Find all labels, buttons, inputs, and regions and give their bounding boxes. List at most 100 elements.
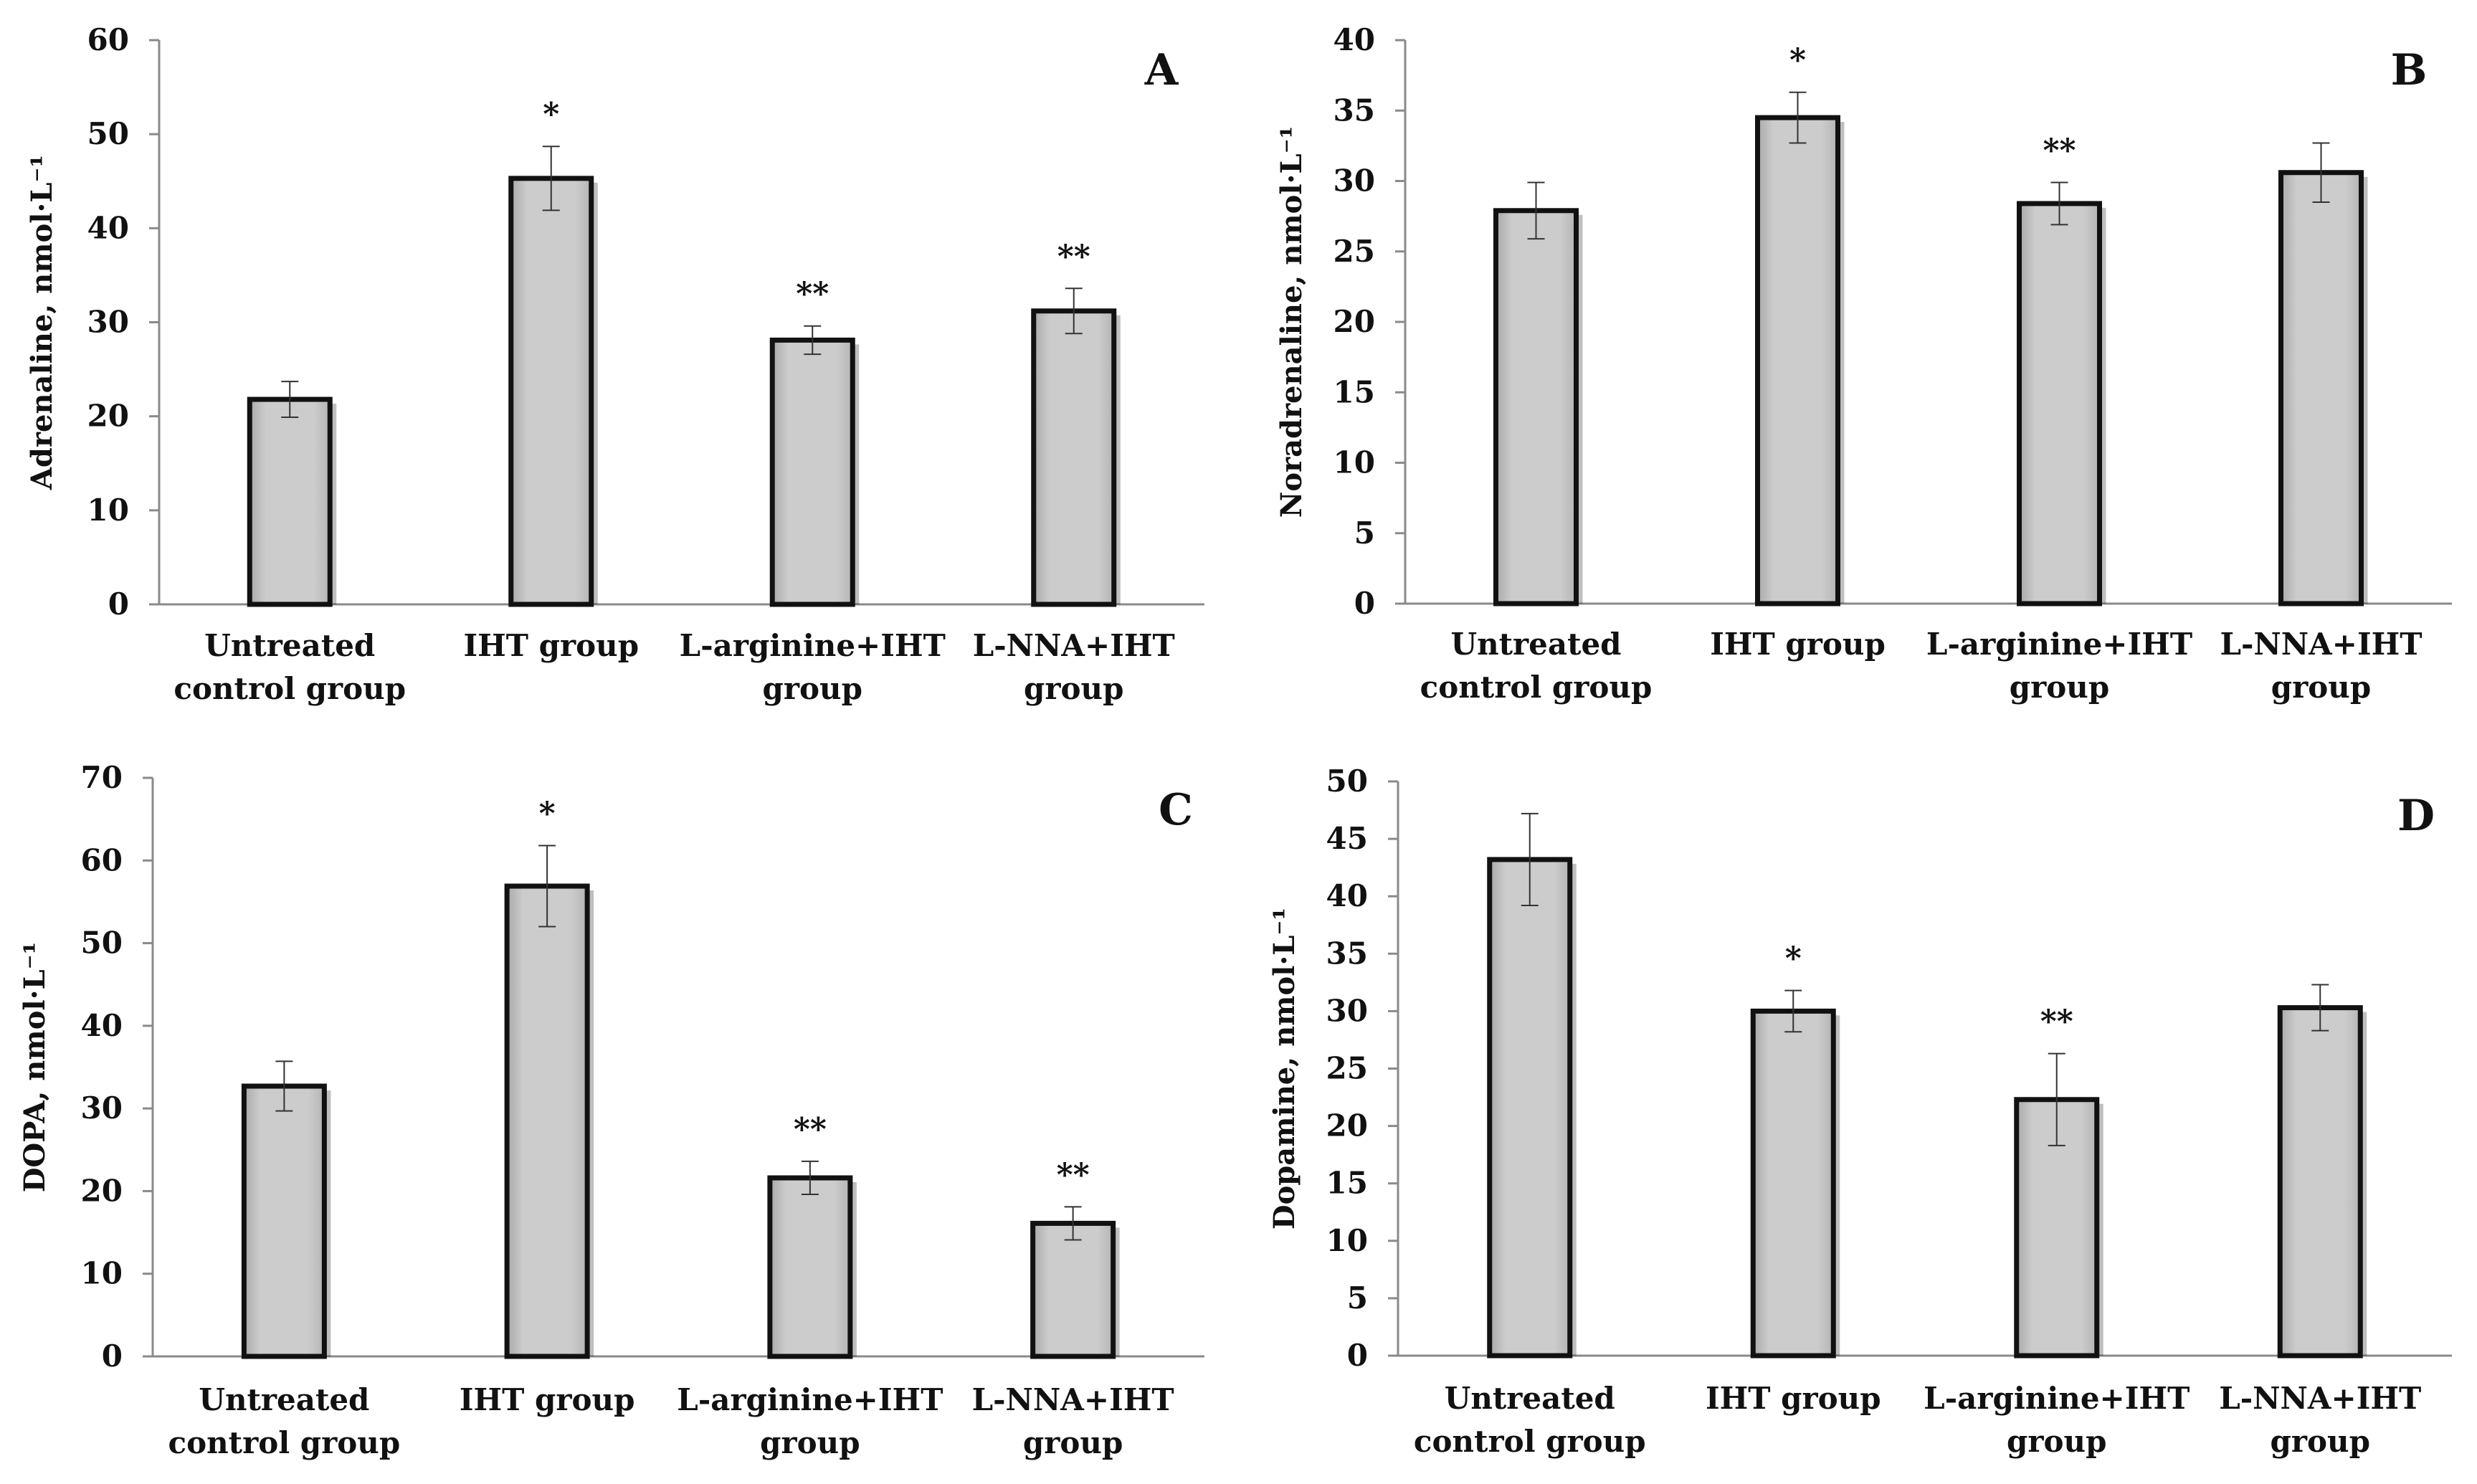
category-label: L-NNA+IHT — [972, 1382, 1174, 1417]
y-tick-label: 20 — [1326, 1108, 1368, 1143]
y-tick-label: 10 — [81, 1256, 123, 1291]
y-tick-label: 5 — [1354, 515, 1375, 551]
y-tick-label: 30 — [87, 305, 129, 340]
y-tick-label: 25 — [1333, 234, 1375, 269]
category-label: group — [2007, 1424, 2106, 1459]
y-axis-title: DOPA, nmol·L⁻¹ — [18, 942, 52, 1193]
y-tick-label: 50 — [87, 116, 129, 151]
bar — [508, 176, 594, 607]
y-tick-label: 10 — [1333, 445, 1375, 480]
panel-b: 0 5 10 15 20 25 30 35 40 Noradrenaline, nmol·L⁻¹ B… — [1275, 22, 2452, 705]
category-label: control group — [1420, 670, 1653, 705]
y-tick-label: 40 — [1326, 878, 1368, 913]
category-label: group — [2010, 670, 2109, 705]
category-label: L-NNA+IHT — [2219, 1381, 2421, 1416]
bar — [1030, 1220, 1116, 1359]
category-label: Untreated — [204, 628, 375, 663]
y-axis-title: Adrenaline, nmol·L⁻¹ — [25, 155, 59, 490]
bar — [1750, 1008, 1836, 1359]
y-tick-label: 70 — [81, 760, 123, 795]
y-tick-label: 60 — [81, 842, 123, 877]
y-tick-label: 40 — [81, 1008, 123, 1043]
y-tick-label: 0 — [102, 1338, 123, 1374]
bar — [767, 1175, 853, 1359]
category-label: IHT group — [463, 628, 639, 663]
bar — [1493, 208, 1579, 607]
category-label: L-NNA+IHT — [2220, 627, 2422, 662]
significance-label: ** — [1057, 238, 1090, 275]
significance-label: ** — [794, 1111, 827, 1148]
y-axis-title: Noradrenaline, nmol·L⁻¹ — [1275, 126, 1308, 518]
panel-letter: B — [2391, 45, 2428, 95]
significance-label: ** — [2043, 132, 2076, 168]
category-label: control group — [173, 671, 406, 706]
significance-label: ** — [2040, 1004, 2073, 1040]
significance-label: * — [539, 796, 556, 832]
significance-label: * — [1789, 42, 1806, 79]
panel-d: 0 5 10 15 20 25 30 35 40 45 50 Dopamine, nmol·L⁻¹ D U… — [1268, 764, 2452, 1459]
y-tick-label: 0 — [1347, 1338, 1368, 1373]
category-label: Untreated — [1450, 627, 1621, 662]
panel-letter: D — [2397, 791, 2435, 841]
category-label: Untreated — [199, 1382, 369, 1417]
y-tick-label: 20 — [81, 1173, 123, 1208]
y-tick-label: 35 — [1326, 936, 1368, 971]
y-tick-label: 15 — [1333, 374, 1375, 409]
y-tick-label: 50 — [1326, 764, 1368, 799]
category-label: IHT group — [1710, 627, 1886, 662]
significance-label: * — [1785, 941, 1802, 977]
bar — [1487, 857, 1573, 1359]
category-label: IHT group — [1706, 1381, 1881, 1416]
bar — [1755, 115, 1840, 607]
category-label: L-arginine+IHT — [680, 628, 946, 663]
y-tick-label: 10 — [1326, 1223, 1368, 1258]
panel-a: 0 10 20 30 40 50 60 Adrenaline, nmol·L⁻¹ A Untrea… — [25, 22, 1204, 706]
bar — [247, 396, 333, 607]
y-tick-label: 20 — [1333, 304, 1375, 339]
y-tick-label: 5 — [1347, 1280, 1368, 1316]
y-tick-label: 30 — [1333, 163, 1375, 199]
bar — [2017, 201, 2102, 607]
y-tick-label: 30 — [1326, 993, 1368, 1028]
y-tick-label: 40 — [87, 210, 129, 245]
y-tick-label: 50 — [81, 926, 123, 961]
category-label: group — [1024, 671, 1123, 706]
category-label: group — [1023, 1425, 1123, 1460]
category-label: L-arginine+IHT — [1926, 627, 2192, 662]
y-tick-label: 35 — [1333, 92, 1375, 128]
bar — [241, 1083, 327, 1359]
bar — [769, 337, 855, 607]
category-label: IHT group — [460, 1382, 635, 1417]
category-label: L-NNA+IHT — [973, 628, 1175, 663]
y-tick-label: 10 — [87, 493, 129, 528]
category-label: group — [2271, 1424, 2370, 1459]
panel-c: 0 10 20 30 40 50 60 70 DOPA, nmol·L⁻¹ C Untreated c… — [18, 760, 1204, 1460]
category-label: Untreated — [1445, 1381, 1615, 1416]
y-tick-label: 0 — [1354, 586, 1375, 621]
y-tick-label: 30 — [81, 1090, 123, 1126]
bar — [2278, 170, 2364, 607]
y-tick-label: 60 — [87, 22, 129, 57]
y-tick-label: 20 — [87, 399, 129, 434]
y-tick-label: 45 — [1326, 821, 1368, 856]
bar — [504, 883, 590, 1359]
category-label: control group — [168, 1425, 401, 1460]
y-tick-label: 15 — [1326, 1166, 1368, 1201]
category-label: group — [760, 1425, 860, 1460]
category-label: control group — [1414, 1424, 1646, 1459]
category-label: L-arginine+IHT — [677, 1382, 943, 1417]
bar — [2277, 1005, 2363, 1359]
category-label: group — [763, 671, 862, 706]
significance-label: ** — [796, 276, 829, 313]
significance-label: ** — [1057, 1156, 1090, 1193]
category-label: group — [2271, 670, 2371, 705]
panel-letter: C — [1159, 785, 1193, 835]
significance-label: * — [543, 96, 559, 133]
y-axis-title: Dopamine, nmol·L⁻¹ — [1268, 908, 1301, 1229]
y-tick-label: 25 — [1326, 1051, 1368, 1086]
y-tick-label: 40 — [1333, 22, 1375, 57]
bar — [1031, 308, 1117, 607]
panel-letter: A — [1144, 45, 1179, 95]
y-tick-label: 0 — [108, 586, 129, 622]
